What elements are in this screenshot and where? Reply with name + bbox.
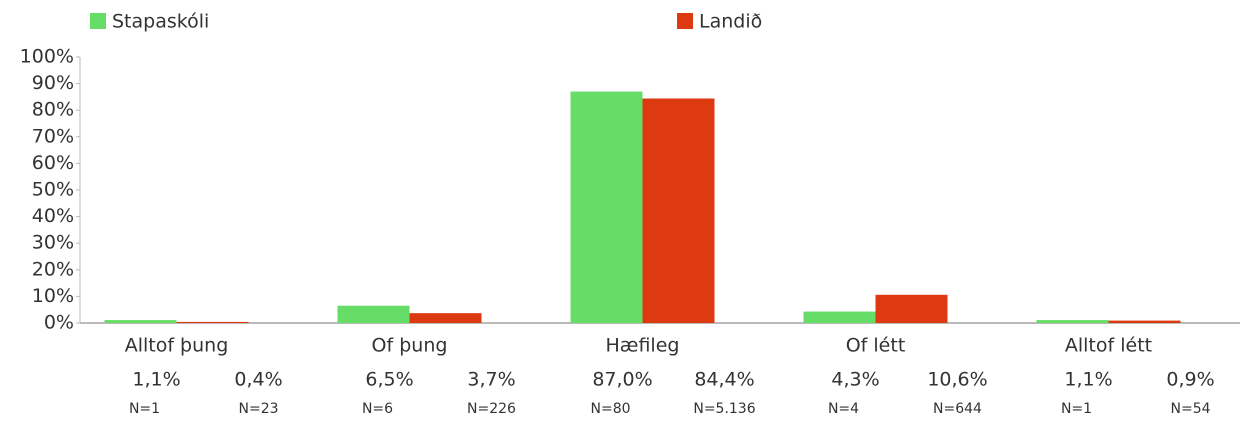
value-label: 87,0% (592, 369, 652, 391)
bar (337, 305, 410, 323)
legend-label: Stapaskóli (112, 11, 209, 33)
x-tick-label: Alltof létt (1065, 335, 1152, 357)
legend-swatch (90, 13, 106, 29)
x-tick-label: Of létt (846, 335, 906, 357)
y-tick-label: 40% (32, 205, 74, 227)
value-label: 84,4% (694, 369, 754, 391)
value-label: 1,1% (132, 369, 180, 391)
y-tick-label: 80% (32, 99, 74, 121)
count-label: N=1 (1061, 401, 1092, 417)
bar (642, 98, 715, 323)
x-tick-label: Alltof þung (125, 335, 229, 357)
count-label: N=80 (590, 401, 630, 417)
count-label: N=1 (129, 401, 160, 417)
count-label: N=6 (362, 401, 393, 417)
value-label: 0,9% (1166, 369, 1214, 391)
y-tick-label: 70% (32, 125, 74, 147)
count-label: N=54 (1170, 401, 1210, 417)
value-label: 0,4% (234, 369, 282, 391)
count-label: N=226 (467, 401, 516, 417)
y-tick-label: 20% (32, 258, 74, 280)
y-tick-label: 30% (32, 232, 74, 254)
y-tick-label: 100% (20, 46, 74, 68)
legend-swatch (677, 13, 693, 29)
count-label: N=5.136 (693, 401, 755, 417)
value-label: 10,6% (927, 369, 987, 391)
legend-label: Landið (699, 11, 762, 33)
value-label: 3,7% (467, 369, 515, 391)
count-label: N=4 (828, 401, 859, 417)
bar (409, 313, 482, 323)
count-label: N=644 (933, 401, 982, 417)
bar (1108, 320, 1181, 323)
y-tick-label: 0% (44, 312, 74, 334)
y-tick-label: 60% (32, 152, 74, 174)
bar (803, 311, 876, 323)
x-tick-label: Hæfileg (606, 335, 680, 357)
bar (570, 91, 643, 323)
bar (1036, 320, 1109, 323)
value-label: 1,1% (1064, 369, 1112, 391)
y-tick-label: 90% (32, 72, 74, 94)
x-tick-label: Of þung (372, 335, 448, 357)
count-label: N=23 (238, 401, 278, 417)
value-label: 4,3% (831, 369, 879, 391)
bar (176, 321, 249, 323)
y-tick-label: 50% (32, 179, 74, 201)
bar (875, 294, 948, 323)
bar (104, 320, 177, 323)
value-label: 6,5% (365, 369, 413, 391)
y-tick-label: 10% (32, 285, 74, 307)
